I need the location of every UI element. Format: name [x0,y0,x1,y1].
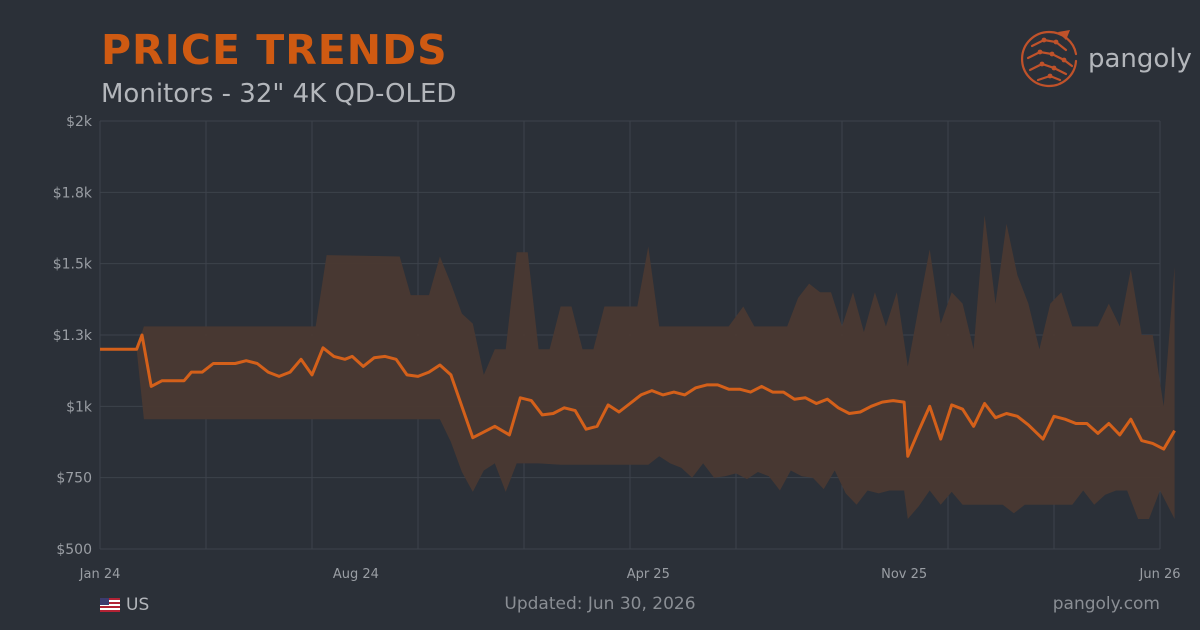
region-selector[interactable]: US [100,595,149,615]
x-tick-label: Aug 24 [333,567,379,582]
x-tick-label: Jan 24 [79,567,121,582]
updated-date: Updated: Jun 30, 2026 [504,594,696,614]
us-flag-icon [100,598,120,612]
y-axis: $500 $750 $1k $1.3k $1.5k $1.8k $2k [53,114,93,558]
region-label: US [126,595,150,615]
page-subtitle: Monitors - 32" 4K QD-OLED [101,79,457,109]
y-tick-label: $1.5k [53,257,93,273]
y-tick-label: $500 [56,542,92,558]
brand-logo[interactable]: pangoly [1018,28,1192,90]
x-tick-label: Jun 26 [1139,567,1181,582]
page-title: PRICE TRENDS [101,26,448,74]
y-tick-label: $1k [66,399,93,415]
y-tick-label: $750 [56,471,92,487]
brand-name: pangoly [1088,44,1192,74]
x-axis: Jan 24 Aug 24 Apr 25 Nov 25 Jun 26 [79,567,1181,582]
average-price-line [100,333,1176,458]
pangolin-logo-icon [1020,30,1078,88]
y-tick-label: $1.8k [53,185,93,201]
site-link[interactable]: pangoly.com [1052,594,1160,614]
y-tick-label: $1.3k [53,328,93,344]
x-tick-label: Apr 25 [627,567,670,582]
x-tick-label: Nov 25 [881,567,927,582]
y-tick-label: $2k [66,114,93,130]
